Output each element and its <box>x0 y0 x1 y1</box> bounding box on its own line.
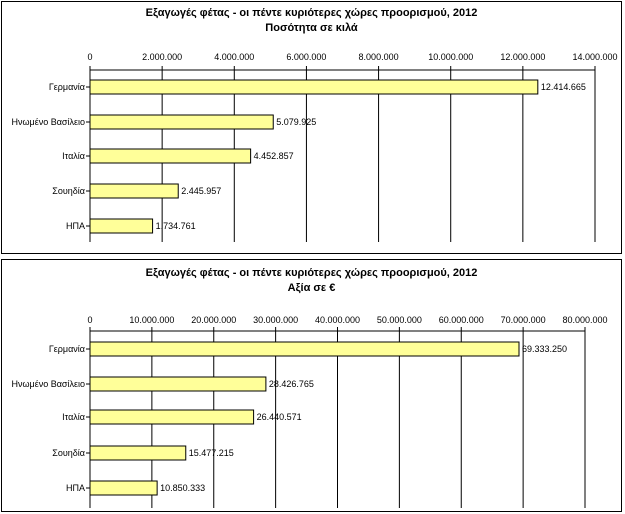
category-label: Γερμανία <box>49 82 85 92</box>
value-chart: Εξαγωγές φέτας - οι πέντε κυριότερες χώρ… <box>11 267 608 508</box>
tick-label: 0 <box>87 315 92 325</box>
data-label: 69.333.250 <box>522 344 567 354</box>
tick-label: 30.000.000 <box>253 315 298 325</box>
data-label: 15.477.215 <box>189 448 234 458</box>
tick-label: 6.000.000 <box>286 52 326 62</box>
tick-label: 8.000.000 <box>359 52 399 62</box>
chart-subtitle: Αξία σε € <box>288 282 336 294</box>
data-label: 10.850.333 <box>160 483 205 493</box>
bar <box>89 183 179 199</box>
tick-label: 20.000.000 <box>191 315 236 325</box>
data-label: 26.440.571 <box>257 412 302 422</box>
tick-label: 70.000.000 <box>501 315 546 325</box>
bar <box>89 218 154 234</box>
chart-subtitle: Ποσότητα σε κιλά <box>265 22 358 34</box>
tick-label: 60.000.000 <box>439 315 484 325</box>
category-label: Ιταλία <box>62 151 85 161</box>
tick-label: 40.000.000 <box>315 315 360 325</box>
tick-label: 0 <box>87 52 92 62</box>
chart-panel-quantity: Εξαγωγές φέτας - οι πέντε κυριότερες χώρ… <box>1 1 622 254</box>
category-label: Ηνωμένο Βασίλειο <box>11 117 85 127</box>
tick-label: 80.000.000 <box>562 315 607 325</box>
chart-panel-value: Εξαγωγές φέτας - οι πέντε κυριότερες χώρ… <box>1 259 622 512</box>
data-label: 2.445.957 <box>181 186 221 196</box>
tick-label: 10.000.000 <box>428 52 473 62</box>
bar <box>89 79 539 95</box>
category-label: Σουηδία <box>52 448 85 458</box>
category-label: Ηνωμένο Βασίλειο <box>11 379 85 389</box>
category-label: ΗΠΑ <box>66 483 85 493</box>
bar <box>89 148 252 164</box>
data-label: 4.452.857 <box>254 151 294 161</box>
category-label: ΗΠΑ <box>66 221 85 231</box>
chart-title: Εξαγωγές φέτας - οι πέντε κυριότερες χώρ… <box>146 267 478 279</box>
data-label: 5.079.925 <box>276 117 316 127</box>
tick-label: 12.000.000 <box>500 52 545 62</box>
data-label: 12.414.665 <box>541 82 586 92</box>
tick-label: 4.000.000 <box>214 52 254 62</box>
tick-label: 2.000.000 <box>142 52 182 62</box>
bar <box>89 114 274 130</box>
category-label: Γερμανία <box>49 344 85 354</box>
tick-label: 14.000.000 <box>572 52 617 62</box>
bar <box>89 480 158 496</box>
data-label: 1.734.761 <box>156 221 196 231</box>
tick-label: 50.000.000 <box>377 315 422 325</box>
data-label: 28.426.765 <box>269 379 314 389</box>
chart-title: Εξαγωγές φέτας - οι πέντε κυριότερες χώρ… <box>146 7 478 19</box>
bar <box>89 445 187 461</box>
quantity-chart: Εξαγωγές φέτας - οι πέντε κυριότερες χώρ… <box>11 7 618 242</box>
bar <box>89 376 267 392</box>
category-label: Ιταλία <box>62 412 85 422</box>
category-label: Σουηδία <box>52 186 85 196</box>
tick-label: 10.000.000 <box>129 315 174 325</box>
bar <box>89 409 255 425</box>
bar <box>89 341 520 357</box>
